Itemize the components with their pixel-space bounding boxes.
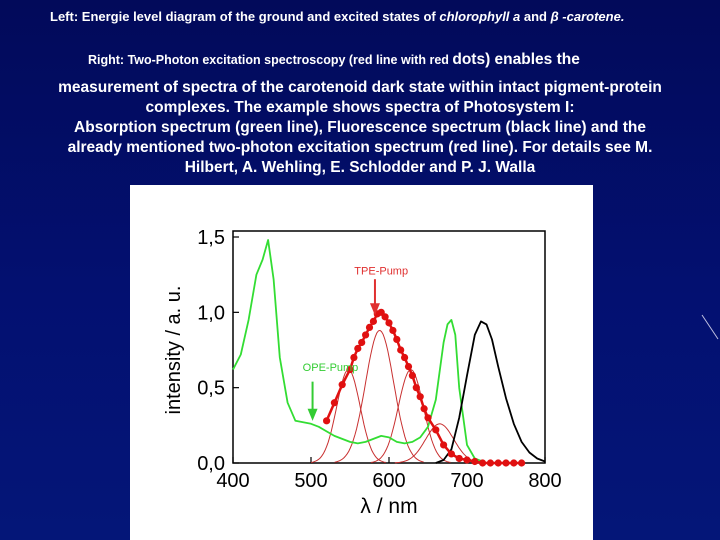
tpe-data-point	[463, 456, 471, 464]
tpe-data-point	[471, 457, 479, 466]
paragraph-line: Absorption spectrum (green line), Fluore…	[74, 119, 646, 136]
fluorescence-line	[435, 320, 546, 464]
tpe-data-point	[412, 384, 420, 392]
caption-line-2: Right: Two-Photon excitation spectroscop…	[88, 51, 580, 69]
tpe-data-point	[350, 353, 358, 362]
tpe-data-point	[354, 344, 362, 353]
tpe-data-point	[424, 414, 432, 422]
tpe-data-point	[494, 459, 502, 467]
tpe-data-point	[362, 331, 370, 339]
y-tick-label: 0,5	[197, 378, 225, 400]
tpe-data-point	[447, 450, 455, 458]
caption-text-small: Right: Two-Photon excitation spectroscop…	[88, 53, 453, 67]
paragraph-line: Hilbert, A. Wehling, E. Schlodder and P.…	[184, 159, 536, 176]
tpe-data-point	[408, 372, 416, 380]
ope-pump-label: OPE-Pump	[303, 362, 359, 374]
paragraph-line: already mentioned two-photon excitation …	[67, 139, 653, 156]
gaussian-component-line	[310, 369, 386, 463]
caption-beta: β	[550, 9, 559, 24]
tpe-data-point	[358, 338, 366, 347]
tpe-data-point	[338, 381, 346, 389]
caption-paragraph: measurement of spectra of the carotenoid…	[30, 78, 690, 178]
spectra-figure: 400 500 600 700 800 0,0 0,5 1,0 1,5 λ / nm intensi…	[130, 185, 593, 540]
tpe-data-point	[510, 459, 518, 467]
caption-carotene: -carotene.	[558, 9, 625, 24]
caption-line-1: Left: Energie level diagram of the groun…	[50, 9, 624, 24]
tpe-data-point	[323, 417, 331, 425]
tpe-pump-arrowhead	[369, 303, 380, 316]
tpe-data-point	[440, 441, 448, 449]
tpe-data-point	[389, 326, 397, 335]
tpe-data-point	[455, 454, 463, 463]
x-tick-label: 500	[294, 470, 327, 492]
gaussian-component-line	[334, 329, 424, 463]
caption-text-large: dots) enables the	[452, 51, 580, 68]
paragraph-line: complexes. The example shows spectra of …	[145, 99, 575, 116]
y-tick-label: 1,5	[197, 227, 225, 249]
x-axis-label: λ / nm	[360, 495, 417, 518]
caption-text: and	[520, 9, 551, 24]
tpe-data-point	[502, 459, 510, 467]
absorption-line	[232, 239, 483, 463]
tpe-data-point	[401, 353, 409, 362]
x-tick-label: 800	[528, 470, 561, 492]
x-tick-label: 700	[450, 470, 483, 492]
tpe-data-point	[518, 459, 526, 467]
caption-chlorophyll: chlorophyll a	[439, 9, 521, 24]
tpe-data-point	[381, 313, 389, 321]
tpe-data-point	[330, 399, 338, 407]
tpe-data-point	[365, 323, 374, 331]
spectra-chart: 400 500 600 700 800 0,0 0,5 1,0 1,5 λ / nm intensi…	[163, 227, 562, 518]
tpe-data-point	[404, 362, 413, 371]
tpe-data-point	[420, 405, 428, 413]
y-tick-label: 0,0	[197, 453, 225, 475]
caption-text: Left: Energie level diagram of the groun…	[50, 9, 440, 24]
x-tick-label: 400	[216, 470, 249, 492]
tpe-data-point	[486, 459, 494, 467]
ope-pump-arrowhead	[307, 408, 318, 421]
y-axis-label: intensity / a. u.	[163, 286, 185, 415]
tpe-data-point	[346, 365, 354, 374]
tpe-data-point	[416, 393, 424, 401]
tpe-data-point	[393, 335, 401, 344]
decorative-line	[701, 314, 719, 340]
tpe-data-point	[369, 317, 377, 325]
tpe-data-point	[479, 459, 487, 467]
tpe-data-point	[397, 346, 405, 354]
tpe-pump-label: TPE-Pump	[354, 266, 408, 278]
paragraph-line: measurement of spectra of the carotenoid…	[58, 79, 662, 96]
tpe-data-point	[432, 426, 440, 434]
tpe-data-point	[385, 319, 393, 327]
x-tick-label: 600	[372, 470, 405, 492]
y-tick-label: 1,0	[197, 302, 225, 324]
